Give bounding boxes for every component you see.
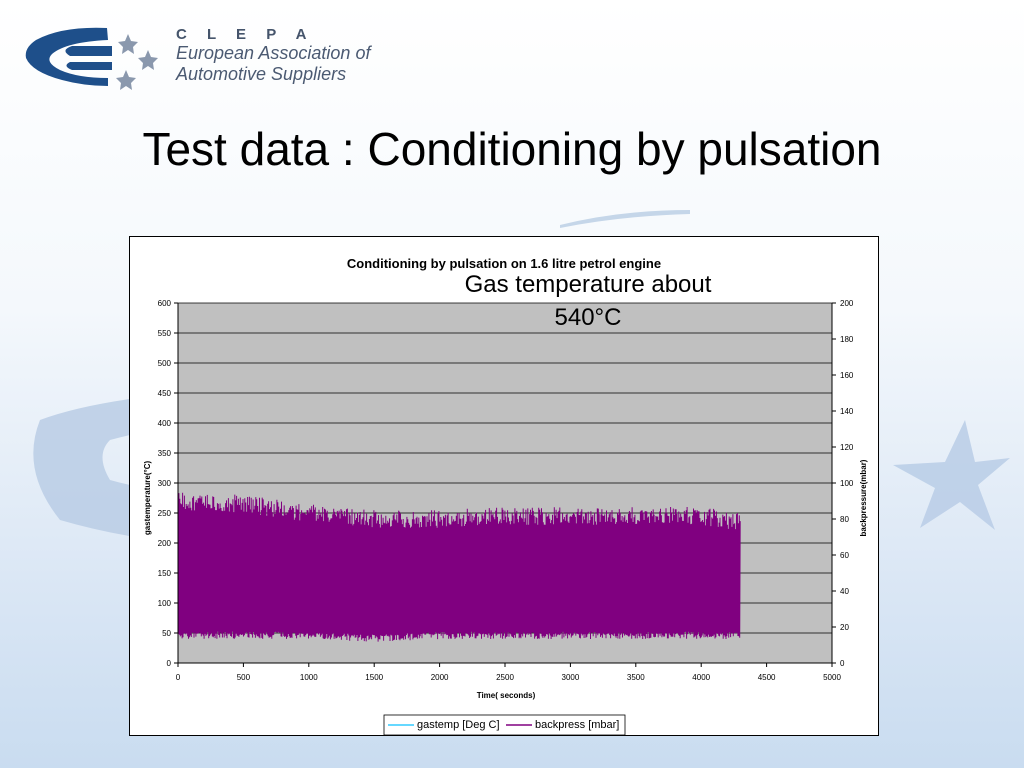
- legend-frame: [383, 714, 626, 735]
- logo-tagline-2: Automotive Suppliers: [176, 64, 347, 84]
- y2-tick-label: 180: [840, 335, 854, 344]
- x-tick-label: 3500: [627, 673, 645, 682]
- series-layer: [177, 491, 741, 642]
- clepa-logo-mark: [25, 27, 158, 90]
- x-tick-label: 2500: [496, 673, 514, 682]
- y2-tick-label: 80: [840, 515, 849, 524]
- y2-tick-label: 40: [840, 587, 849, 596]
- y-tick-label: 300: [158, 479, 172, 488]
- y-tick-label: 250: [158, 509, 172, 518]
- y2-axis-label: backpressure(mbar): [859, 459, 868, 536]
- x-tick-label: 500: [237, 673, 251, 682]
- y-tick-label: 350: [158, 449, 172, 458]
- x-tick-label: 0: [176, 673, 181, 682]
- y2-tick-label: 0: [840, 659, 845, 668]
- legend-label-backpress: backpress [mbar]: [535, 719, 619, 731]
- legend: gastemp [Deg C] backpress [mbar]: [383, 714, 626, 735]
- chart-container: Conditioning by pulsation on 1.6 litre p…: [129, 236, 879, 736]
- y-axis-label: gastemperature(°C): [143, 461, 152, 536]
- y-tick-label: 0: [167, 659, 172, 668]
- y2-tick-label: 200: [840, 299, 854, 308]
- slide-title: Test data : Conditioning by pulsation: [142, 123, 882, 175]
- y-tick-label: 550: [158, 329, 172, 338]
- logo-name: C L E P A: [176, 26, 315, 43]
- series-backpress-line: [177, 491, 741, 642]
- y2-tick-label: 60: [840, 551, 849, 560]
- chart-title: Conditioning by pulsation on 1.6 litre p…: [347, 256, 661, 271]
- x-tick-label: 2000: [431, 673, 449, 682]
- chart-svg: Conditioning by pulsation on 1.6 litre p…: [143, 256, 868, 735]
- x-tick-label: 4500: [758, 673, 776, 682]
- x-tick-label: 5000: [823, 673, 841, 682]
- y-tick-label: 200: [158, 539, 172, 548]
- x-tick-label: 4000: [692, 673, 710, 682]
- clepa-logo: [22, 20, 362, 95]
- y-tick-label: 150: [158, 569, 172, 578]
- annotation-line-1: Gas temperature about: [464, 271, 712, 298]
- y-tick-label: 600: [158, 299, 172, 308]
- y-tick-label: 400: [158, 419, 172, 428]
- y-tick-label: 450: [158, 389, 172, 398]
- x-tick-label: 1500: [365, 673, 383, 682]
- x-axis-label: Time( seconds): [477, 691, 536, 700]
- x-tick-label: 1000: [300, 673, 318, 682]
- legend-label-gastemp: gastemp [Deg C]: [417, 719, 500, 731]
- y-tick-label: 50: [162, 629, 171, 638]
- tick-labels: 0501001502002503003504004505005506000204…: [158, 299, 854, 682]
- x-tick-label: 3000: [562, 673, 580, 682]
- y2-tick-label: 160: [840, 371, 854, 380]
- y2-tick-label: 20: [840, 623, 849, 632]
- y-tick-label: 100: [158, 599, 172, 608]
- y2-tick-label: 140: [840, 407, 854, 416]
- y2-tick-label: 100: [840, 479, 854, 488]
- y-tick-label: 500: [158, 359, 172, 368]
- logo-tagline-1: European Association of: [176, 43, 371, 63]
- y2-tick-label: 120: [840, 443, 854, 452]
- temperature-annotation: Gas temperature about 540°C: [438, 268, 738, 334]
- annotation-line-2: 540°C: [554, 304, 622, 331]
